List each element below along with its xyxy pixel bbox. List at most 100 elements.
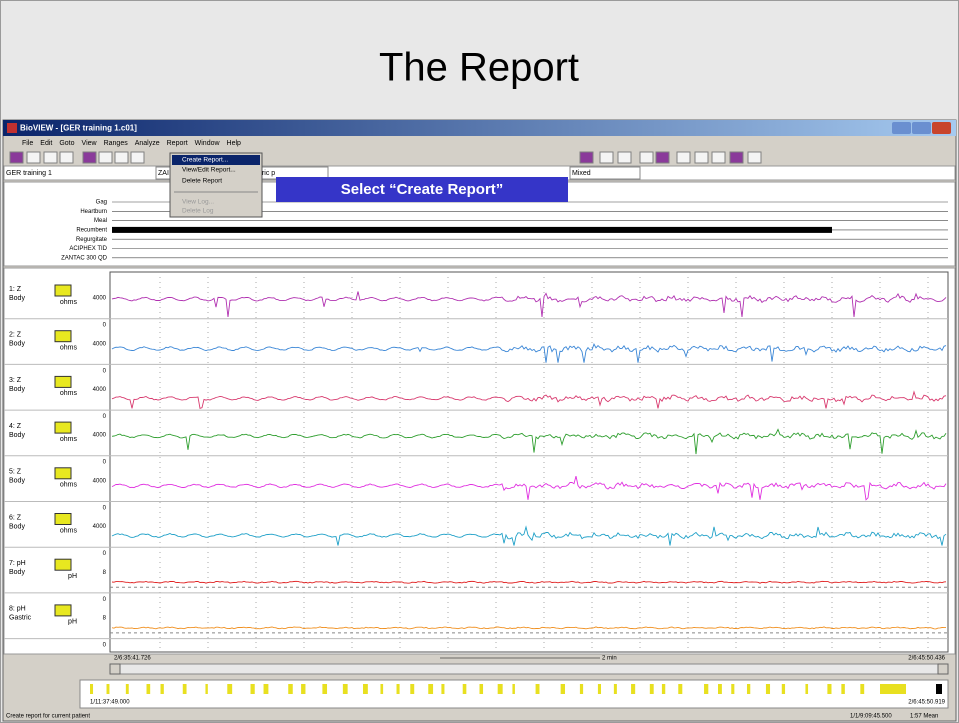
overview-event [205, 684, 208, 694]
overview-event [263, 684, 269, 694]
toolbar-button[interactable] [130, 151, 145, 164]
overview-event [661, 684, 666, 694]
overview-event [106, 684, 110, 694]
field-value: tric p [260, 170, 275, 177]
maximize-button[interactable] [912, 122, 931, 134]
overview-event [462, 684, 467, 694]
toolbar-button[interactable] [676, 151, 691, 164]
channel-id: 4: Z [9, 423, 22, 430]
overview-event [631, 684, 636, 694]
plot-area [109, 271, 949, 653]
scroll-right[interactable] [937, 663, 949, 675]
channel-tick: 0 [103, 460, 107, 466]
menu-item[interactable]: Ranges [104, 140, 129, 147]
close-button[interactable] [932, 122, 951, 134]
overview-event [227, 684, 233, 694]
toolbar-button[interactable] [599, 151, 614, 164]
channel-id: 3: Z [9, 377, 22, 384]
channel-unit: ohms [60, 527, 78, 534]
menu-item[interactable]: Help [227, 140, 242, 147]
slide-title: The Report [379, 46, 579, 90]
overview-event [512, 684, 515, 694]
overview-event [731, 684, 735, 694]
channel-unit: ohms [60, 482, 78, 489]
toolbar-button[interactable] [694, 151, 709, 164]
channel-site: Gastric [9, 615, 32, 622]
dropdown-item[interactable]: View/Edit Report... [182, 167, 236, 174]
overview-event [805, 684, 809, 694]
toolbar-button[interactable] [9, 151, 24, 164]
menu-item[interactable]: Edit [40, 140, 52, 147]
overview-event [301, 684, 306, 694]
overview-event [322, 684, 328, 694]
overview-event [288, 684, 293, 694]
menu-item[interactable]: Report [167, 140, 188, 147]
menu-item[interactable]: Window [195, 140, 221, 147]
channel-icon[interactable] [54, 421, 72, 434]
scrollbar[interactable] [109, 663, 949, 675]
toolbar-button[interactable] [26, 151, 41, 164]
field-box [569, 166, 641, 180]
channel-trace [111, 626, 946, 630]
overview-event [535, 684, 540, 694]
channel-tick: 0 [103, 368, 107, 374]
channel-trace [111, 390, 947, 409]
scroll-left[interactable] [109, 663, 121, 675]
toolbar-button[interactable] [579, 151, 594, 164]
channel-icon[interactable] [54, 330, 72, 343]
overview-event [649, 684, 654, 694]
channel-icon[interactable] [54, 604, 72, 617]
menu-item[interactable]: File [22, 140, 33, 147]
channel-icon[interactable] [54, 284, 72, 297]
toolbar-button[interactable] [655, 151, 670, 164]
toolbar-button[interactable] [617, 151, 632, 164]
overview-event [362, 684, 368, 694]
overview-event [380, 684, 384, 694]
channel-tick: 4000 [93, 296, 107, 302]
toolbar-button[interactable] [711, 151, 726, 164]
channel-trace [111, 525, 947, 546]
channel-site: Body [9, 432, 25, 439]
channel-id: 1: Z [9, 286, 22, 293]
toolbar-button[interactable] [43, 151, 58, 164]
event-label: Heartburn [80, 209, 107, 215]
toolbar-button[interactable] [729, 151, 744, 164]
channel-site: Body [9, 295, 25, 302]
window-title: BioVIEW - [GER training 1.c01] [20, 124, 137, 133]
overview-event [860, 684, 865, 694]
channel-icon[interactable] [54, 467, 72, 480]
toolbar-button[interactable] [82, 151, 97, 164]
overview-event [146, 684, 151, 694]
channel-icon[interactable] [54, 558, 72, 571]
channel-tick: 8 [103, 615, 107, 621]
toolbar-button[interactable] [98, 151, 113, 164]
channel-icon[interactable] [54, 513, 72, 525]
toolbar-button[interactable] [639, 151, 654, 164]
channel-id: 6: Z [9, 514, 22, 521]
minimize-button[interactable] [892, 122, 911, 134]
menu-item[interactable]: Analyze [135, 140, 160, 147]
toolbar-button[interactable] [59, 151, 74, 164]
channel-tick: 0 [103, 414, 107, 420]
overview-event [613, 684, 617, 694]
toolbar-button[interactable] [114, 151, 129, 164]
menu-item[interactable]: Goto [59, 140, 74, 147]
time-end: 2/6:45:50.436 [908, 656, 945, 662]
channel-id: 7: pH [9, 560, 26, 567]
dropdown-item[interactable]: Create Report... [182, 157, 228, 164]
dropdown-item[interactable]: Delete Report [182, 178, 222, 185]
dropdown-item: View Log... [182, 199, 214, 206]
overview-event [182, 684, 187, 694]
channel-tick: 0 [103, 505, 107, 511]
dropdown-item: Delete Log [182, 208, 214, 215]
channel-site: Body [9, 523, 25, 530]
channel-tick: 0 [103, 642, 107, 648]
event-label: Meal [94, 218, 107, 224]
overview-event [160, 684, 164, 694]
study-name: GER training 1 [6, 170, 52, 177]
toolbar-button[interactable] [747, 151, 762, 164]
channel-id: 5: Z [9, 469, 22, 476]
channel-icon[interactable] [54, 375, 72, 388]
menu-item[interactable]: View [82, 140, 98, 147]
